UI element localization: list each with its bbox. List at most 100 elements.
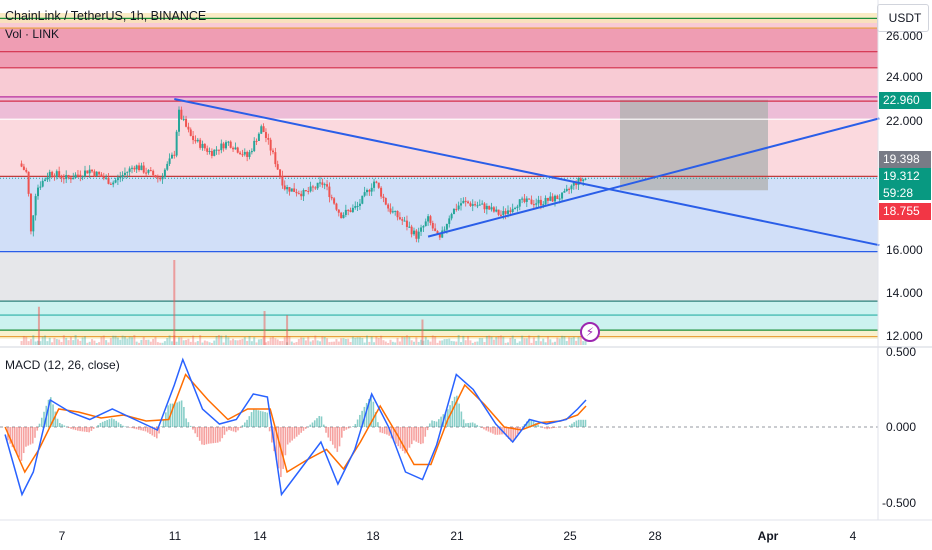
candle-body	[203, 143, 206, 149]
candle-body	[337, 209, 340, 213]
volume-bar	[100, 336, 103, 345]
macd-histogram-bar	[92, 427, 95, 429]
macd-histogram-bar	[329, 427, 332, 442]
candle-body	[196, 139, 199, 142]
candle-body	[27, 171, 30, 194]
candle-body	[568, 188, 571, 190]
macd-histogram-bar	[237, 427, 239, 431]
candle-body	[166, 163, 169, 170]
macd-histogram-bar	[453, 396, 456, 427]
candle-body	[321, 182, 324, 185]
volume-bar	[349, 342, 352, 345]
macd-histogram-bar	[250, 412, 253, 427]
volume-bar	[119, 339, 122, 345]
volume-bar	[107, 342, 110, 345]
signal-line	[4, 373, 587, 474]
volume-bar	[300, 337, 303, 345]
macd-histogram-bar	[262, 411, 264, 427]
candle-body	[396, 210, 399, 218]
candle-body	[307, 191, 310, 193]
candle-body	[511, 208, 514, 213]
candle-body	[530, 199, 533, 205]
candle-body	[253, 140, 256, 151]
volume-bar	[467, 336, 470, 345]
macd-histogram-bar	[345, 427, 348, 430]
candle-body	[328, 186, 331, 198]
candle-body	[311, 186, 314, 188]
candle-body	[48, 171, 51, 178]
candle-body	[32, 215, 35, 232]
volume-bar	[335, 339, 338, 345]
volume-bar	[196, 341, 199, 345]
macd-histogram-bar	[555, 427, 557, 428]
macd-histogram-bar	[571, 423, 573, 427]
volume-bar	[222, 342, 225, 345]
candle-body	[455, 208, 458, 210]
time-tick: 14	[253, 529, 267, 543]
volume-bar	[410, 340, 413, 345]
symbol-title[interactable]: ChainLink / TetherUS, 1h, BINANCE	[5, 9, 207, 23]
time-tick: 4	[849, 529, 857, 543]
candle-body	[123, 172, 126, 175]
macd-histogram-bar	[458, 403, 460, 427]
candle-body	[138, 165, 141, 171]
yellow-zone	[0, 330, 878, 339]
volume-bar	[356, 337, 359, 345]
volume-bar	[210, 342, 213, 345]
candle-body	[22, 166, 25, 170]
price-tick: 24.000	[886, 70, 923, 84]
candle-body	[377, 182, 380, 188]
candle-body	[438, 233, 441, 238]
volume-bar	[525, 338, 528, 345]
macd-histogram-bar	[56, 418, 59, 427]
macd-histogram-bar	[241, 425, 244, 427]
candle-body	[469, 203, 472, 206]
candle-body	[206, 148, 209, 152]
price-tick: 16.000	[886, 243, 923, 257]
volume-bar	[427, 339, 430, 345]
macd-histogram-bar	[286, 427, 289, 445]
macd-histogram-bar	[512, 427, 515, 443]
macd-histogram-bar	[528, 418, 530, 427]
macd-histogram-bar	[54, 411, 57, 427]
candle-body	[255, 140, 258, 142]
volume-bar	[281, 341, 284, 345]
macd-histogram-bar	[196, 427, 199, 438]
candle-body	[382, 196, 385, 198]
macd-histogram-bar	[514, 427, 517, 439]
volume-bar	[123, 336, 126, 345]
volume-bar	[72, 340, 75, 345]
volume-bar	[342, 338, 345, 345]
volume-bar	[69, 337, 72, 345]
volume-bar	[215, 336, 218, 345]
candle-body	[20, 163, 23, 167]
candle-body	[563, 191, 566, 193]
macd-histogram-bar	[327, 427, 330, 438]
volume-bar	[293, 342, 296, 345]
volume-bar	[229, 340, 232, 345]
currency-box[interactable]	[877, 4, 929, 32]
volume-bar	[234, 340, 237, 345]
candle-body	[344, 209, 347, 215]
macd-histogram-bar	[354, 424, 357, 427]
volume-bar	[492, 339, 495, 345]
candle-body	[222, 143, 225, 149]
macd-legend[interactable]: MACD (12, 26, close)	[5, 358, 120, 372]
macd-histogram-bar	[392, 427, 395, 442]
macd-histogram-bar	[419, 427, 422, 445]
volume-bar	[394, 342, 397, 345]
lightning-icon[interactable]: ⚡	[580, 322, 600, 342]
candle-body	[356, 205, 359, 207]
last-price-badge: 19.312 59:28	[879, 168, 931, 200]
macd-histogram-bar	[223, 427, 226, 435]
price-tick: 12.000	[886, 329, 923, 343]
candle-body	[276, 164, 279, 170]
candle-body	[483, 203, 486, 210]
volume-legend[interactable]: Vol · LINK	[5, 27, 60, 41]
currency-label[interactable]: USDT	[888, 11, 922, 25]
volume-bar	[175, 341, 178, 345]
trendlines[interactable]	[174, 98, 880, 247]
volume-bar	[187, 338, 190, 345]
volume-bar	[267, 341, 270, 345]
